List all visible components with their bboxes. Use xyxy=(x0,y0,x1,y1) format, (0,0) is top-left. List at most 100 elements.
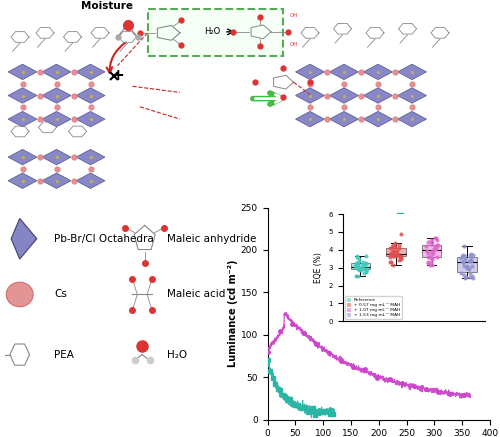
Point xyxy=(354,253,362,260)
Point xyxy=(424,250,432,257)
Polygon shape xyxy=(76,111,105,127)
Polygon shape xyxy=(364,111,392,127)
Point xyxy=(458,254,466,261)
Point xyxy=(466,252,473,259)
Point xyxy=(467,256,475,263)
Point xyxy=(422,242,430,249)
Point xyxy=(395,253,403,260)
FancyBboxPatch shape xyxy=(148,9,282,56)
Point xyxy=(460,263,468,270)
Polygon shape xyxy=(76,173,105,188)
Point xyxy=(432,234,440,241)
Point xyxy=(386,244,394,251)
Point xyxy=(428,262,436,269)
Point xyxy=(390,250,398,257)
Point xyxy=(394,241,402,248)
Point xyxy=(396,231,404,238)
Point xyxy=(426,253,434,260)
Point xyxy=(462,264,470,271)
Point xyxy=(458,252,466,259)
Point xyxy=(362,266,370,273)
Point xyxy=(458,269,466,276)
Point xyxy=(361,266,369,273)
Point xyxy=(388,250,396,257)
Point xyxy=(465,266,473,273)
Point xyxy=(354,264,362,271)
PathPatch shape xyxy=(350,264,370,269)
Polygon shape xyxy=(296,111,324,127)
Legend: Reference, + 0.57 mg mL⁻¹ MAH, + 1.07 mg mL⁻¹ MAH, + 1.53 mg mL⁻¹ MAH: Reference, + 0.57 mg mL⁻¹ MAH, + 1.07 mg… xyxy=(344,296,402,319)
Point xyxy=(459,258,467,265)
Point xyxy=(390,252,398,259)
Point xyxy=(434,242,442,249)
Polygon shape xyxy=(76,64,105,80)
Text: OH: OH xyxy=(290,14,298,18)
Point xyxy=(362,259,370,266)
PathPatch shape xyxy=(386,248,406,256)
Polygon shape xyxy=(8,88,37,103)
Point xyxy=(390,241,398,248)
Text: Maleic acid: Maleic acid xyxy=(166,289,225,299)
Point xyxy=(394,251,402,258)
Point xyxy=(462,274,470,281)
Point xyxy=(428,251,436,258)
Point xyxy=(355,258,363,265)
Point xyxy=(424,258,432,265)
Point xyxy=(432,242,440,249)
Point xyxy=(458,253,466,260)
Circle shape xyxy=(6,282,33,307)
Point xyxy=(461,252,469,259)
Point xyxy=(427,236,435,243)
Polygon shape xyxy=(76,88,105,103)
Text: Pb-Br/Cl Octahedra: Pb-Br/Cl Octahedra xyxy=(54,234,154,244)
Polygon shape xyxy=(8,64,37,80)
Polygon shape xyxy=(330,64,358,80)
Point xyxy=(424,238,432,245)
Point xyxy=(362,260,370,267)
Text: Moisture: Moisture xyxy=(82,1,134,11)
Legend: Reference, + 1.07 mg mL⁻¹ MAH: Reference, + 1.07 mg mL⁻¹ MAH xyxy=(391,211,486,232)
Point xyxy=(388,243,396,250)
Point xyxy=(356,265,364,272)
Point xyxy=(386,259,394,266)
Point xyxy=(358,264,366,271)
Point xyxy=(396,256,404,263)
Point xyxy=(458,258,466,265)
Point xyxy=(354,267,362,274)
Point xyxy=(428,249,436,256)
Point xyxy=(466,270,473,277)
Point xyxy=(386,250,394,257)
Polygon shape xyxy=(42,64,71,80)
Point xyxy=(427,240,435,247)
Point xyxy=(386,253,394,260)
Point xyxy=(467,254,475,261)
Point xyxy=(398,253,406,260)
Point xyxy=(353,263,361,270)
PathPatch shape xyxy=(422,245,442,257)
Point xyxy=(362,268,370,275)
Point xyxy=(423,247,431,254)
Point xyxy=(360,259,368,266)
Point xyxy=(360,270,368,277)
Point xyxy=(392,243,400,250)
Point xyxy=(388,244,396,251)
Point xyxy=(354,272,362,279)
Point xyxy=(354,265,362,272)
Polygon shape xyxy=(296,88,324,103)
Point xyxy=(391,240,399,247)
Point xyxy=(467,251,475,258)
Point xyxy=(428,247,436,254)
Point xyxy=(387,250,395,257)
Polygon shape xyxy=(398,111,426,127)
Polygon shape xyxy=(8,149,37,165)
Polygon shape xyxy=(364,64,392,80)
Text: Cs: Cs xyxy=(54,289,67,299)
Point xyxy=(469,274,477,281)
Point xyxy=(395,245,403,252)
Point xyxy=(353,253,361,260)
Point xyxy=(460,243,468,250)
FancyArrowPatch shape xyxy=(106,43,125,73)
Point xyxy=(426,261,434,268)
Point xyxy=(424,253,432,260)
Polygon shape xyxy=(8,111,37,127)
